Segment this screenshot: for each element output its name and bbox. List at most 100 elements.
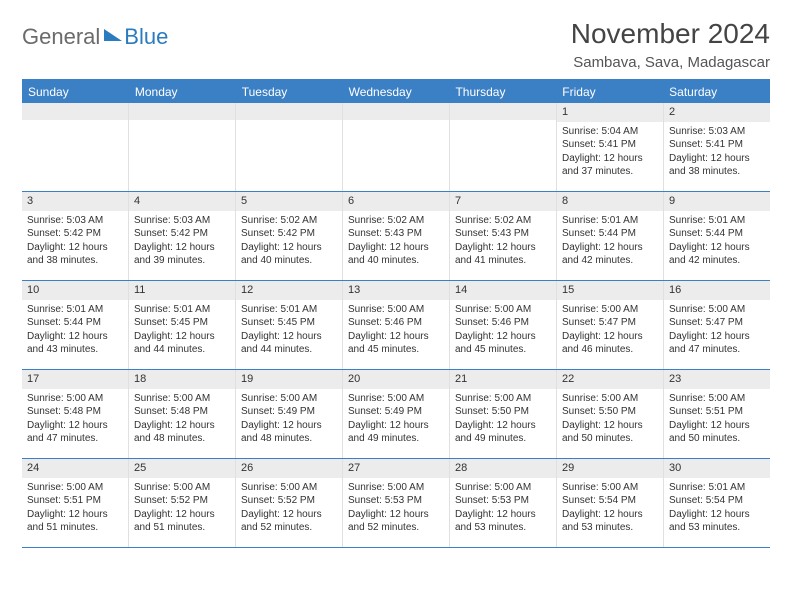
daylight-text-2: and 48 minutes. <box>241 432 337 446</box>
cell-body: Sunrise: 5:00 AMSunset: 5:52 PMDaylight:… <box>236 478 342 540</box>
sunrise-text: Sunrise: 5:01 AM <box>134 303 230 317</box>
daylight-text-1: Daylight: 12 hours <box>134 508 230 522</box>
sunset-text: Sunset: 5:49 PM <box>348 405 444 419</box>
cell-body: Sunrise: 5:01 AMSunset: 5:44 PMDaylight:… <box>664 211 770 273</box>
calendar-cell: 15Sunrise: 5:00 AMSunset: 5:47 PMDayligh… <box>557 281 664 369</box>
sunset-text: Sunset: 5:52 PM <box>134 494 230 508</box>
daylight-text-2: and 45 minutes. <box>455 343 551 357</box>
day-header-row: Sunday Monday Tuesday Wednesday Thursday… <box>22 81 770 103</box>
cell-body: Sunrise: 5:00 AMSunset: 5:54 PMDaylight:… <box>557 478 663 540</box>
daylight-text-2: and 50 minutes. <box>669 432 765 446</box>
sunrise-text: Sunrise: 5:00 AM <box>455 481 551 495</box>
day-number <box>22 103 128 120</box>
sunset-text: Sunset: 5:53 PM <box>348 494 444 508</box>
calendar-cell: 20Sunrise: 5:00 AMSunset: 5:49 PMDayligh… <box>343 370 450 458</box>
daylight-text-1: Daylight: 12 hours <box>669 241 765 255</box>
sunset-text: Sunset: 5:53 PM <box>455 494 551 508</box>
sunrise-text: Sunrise: 5:04 AM <box>562 125 658 139</box>
logo-text-general: General <box>22 24 100 50</box>
sunrise-text: Sunrise: 5:00 AM <box>455 303 551 317</box>
day-header-friday: Friday <box>556 81 663 103</box>
sunrise-text: Sunrise: 5:01 AM <box>27 303 123 317</box>
calendar-cell: 17Sunrise: 5:00 AMSunset: 5:48 PMDayligh… <box>22 370 129 458</box>
week-row: 17Sunrise: 5:00 AMSunset: 5:48 PMDayligh… <box>22 370 770 459</box>
daylight-text-2: and 45 minutes. <box>348 343 444 357</box>
cell-body: Sunrise: 5:00 AMSunset: 5:51 PMDaylight:… <box>22 478 128 540</box>
cell-body: Sunrise: 5:00 AMSunset: 5:53 PMDaylight:… <box>343 478 449 540</box>
cell-body: Sunrise: 5:03 AMSunset: 5:42 PMDaylight:… <box>129 211 235 273</box>
day-number: 17 <box>22 370 128 389</box>
cell-body <box>129 120 235 128</box>
sunset-text: Sunset: 5:46 PM <box>348 316 444 330</box>
calendar-cell: 7Sunrise: 5:02 AMSunset: 5:43 PMDaylight… <box>450 192 557 280</box>
sunrise-text: Sunrise: 5:00 AM <box>27 392 123 406</box>
day-number: 29 <box>557 459 663 478</box>
cell-body: Sunrise: 5:01 AMSunset: 5:44 PMDaylight:… <box>557 211 663 273</box>
daylight-text-1: Daylight: 12 hours <box>241 508 337 522</box>
day-header-thursday: Thursday <box>449 81 556 103</box>
weeks-container: 1Sunrise: 5:04 AMSunset: 5:41 PMDaylight… <box>22 103 770 548</box>
sunrise-text: Sunrise: 5:00 AM <box>241 481 337 495</box>
day-number: 6 <box>343 192 449 211</box>
sunset-text: Sunset: 5:44 PM <box>669 227 765 241</box>
sunrise-text: Sunrise: 5:00 AM <box>562 481 658 495</box>
day-number: 12 <box>236 281 342 300</box>
sunset-text: Sunset: 5:42 PM <box>27 227 123 241</box>
sunrise-text: Sunrise: 5:03 AM <box>669 125 765 139</box>
daylight-text-1: Daylight: 12 hours <box>134 241 230 255</box>
calendar-cell: 3Sunrise: 5:03 AMSunset: 5:42 PMDaylight… <box>22 192 129 280</box>
day-number: 18 <box>129 370 235 389</box>
daylight-text-2: and 51 minutes. <box>134 521 230 535</box>
day-number: 10 <box>22 281 128 300</box>
daylight-text-1: Daylight: 12 hours <box>241 241 337 255</box>
daylight-text-2: and 53 minutes. <box>455 521 551 535</box>
day-number: 19 <box>236 370 342 389</box>
calendar-cell: 12Sunrise: 5:01 AMSunset: 5:45 PMDayligh… <box>236 281 343 369</box>
page-title: November 2024 <box>571 18 770 50</box>
calendar-cell: 28Sunrise: 5:00 AMSunset: 5:53 PMDayligh… <box>450 459 557 547</box>
cell-body: Sunrise: 5:00 AMSunset: 5:53 PMDaylight:… <box>450 478 556 540</box>
sunset-text: Sunset: 5:48 PM <box>27 405 123 419</box>
calendar-cell: 6Sunrise: 5:02 AMSunset: 5:43 PMDaylight… <box>343 192 450 280</box>
day-number: 28 <box>450 459 556 478</box>
calendar-cell: 25Sunrise: 5:00 AMSunset: 5:52 PMDayligh… <box>129 459 236 547</box>
calendar-cell: 11Sunrise: 5:01 AMSunset: 5:45 PMDayligh… <box>129 281 236 369</box>
daylight-text-1: Daylight: 12 hours <box>562 330 658 344</box>
daylight-text-2: and 38 minutes. <box>669 165 765 179</box>
calendar-cell: 23Sunrise: 5:00 AMSunset: 5:51 PMDayligh… <box>664 370 770 458</box>
sunrise-text: Sunrise: 5:00 AM <box>669 303 765 317</box>
header: General Blue November 2024 Sambava, Sava… <box>22 18 770 71</box>
sunrise-text: Sunrise: 5:01 AM <box>241 303 337 317</box>
sunrise-text: Sunrise: 5:00 AM <box>562 303 658 317</box>
day-header-tuesday: Tuesday <box>236 81 343 103</box>
calendar-cell: 24Sunrise: 5:00 AMSunset: 5:51 PMDayligh… <box>22 459 129 547</box>
daylight-text-2: and 44 minutes. <box>241 343 337 357</box>
day-number <box>236 103 342 120</box>
calendar: Sunday Monday Tuesday Wednesday Thursday… <box>22 79 770 548</box>
daylight-text-1: Daylight: 12 hours <box>241 330 337 344</box>
cell-body <box>343 120 449 128</box>
day-number: 20 <box>343 370 449 389</box>
sunrise-text: Sunrise: 5:02 AM <box>455 214 551 228</box>
sunrise-text: Sunrise: 5:02 AM <box>241 214 337 228</box>
daylight-text-1: Daylight: 12 hours <box>669 508 765 522</box>
sunrise-text: Sunrise: 5:00 AM <box>27 481 123 495</box>
daylight-text-1: Daylight: 12 hours <box>455 508 551 522</box>
sunrise-text: Sunrise: 5:02 AM <box>348 214 444 228</box>
daylight-text-2: and 48 minutes. <box>134 432 230 446</box>
sunrise-text: Sunrise: 5:00 AM <box>348 303 444 317</box>
sunset-text: Sunset: 5:41 PM <box>669 138 765 152</box>
week-row: 3Sunrise: 5:03 AMSunset: 5:42 PMDaylight… <box>22 192 770 281</box>
week-row: 1Sunrise: 5:04 AMSunset: 5:41 PMDaylight… <box>22 103 770 192</box>
day-number <box>450 103 556 120</box>
daylight-text-2: and 39 minutes. <box>134 254 230 268</box>
sunset-text: Sunset: 5:52 PM <box>241 494 337 508</box>
daylight-text-1: Daylight: 12 hours <box>27 241 123 255</box>
daylight-text-2: and 53 minutes. <box>562 521 658 535</box>
calendar-cell: 27Sunrise: 5:00 AMSunset: 5:53 PMDayligh… <box>343 459 450 547</box>
cell-body: Sunrise: 5:00 AMSunset: 5:48 PMDaylight:… <box>22 389 128 451</box>
day-number: 9 <box>664 192 770 211</box>
cell-body <box>450 120 556 128</box>
daylight-text-1: Daylight: 12 hours <box>348 508 444 522</box>
calendar-cell: 26Sunrise: 5:00 AMSunset: 5:52 PMDayligh… <box>236 459 343 547</box>
